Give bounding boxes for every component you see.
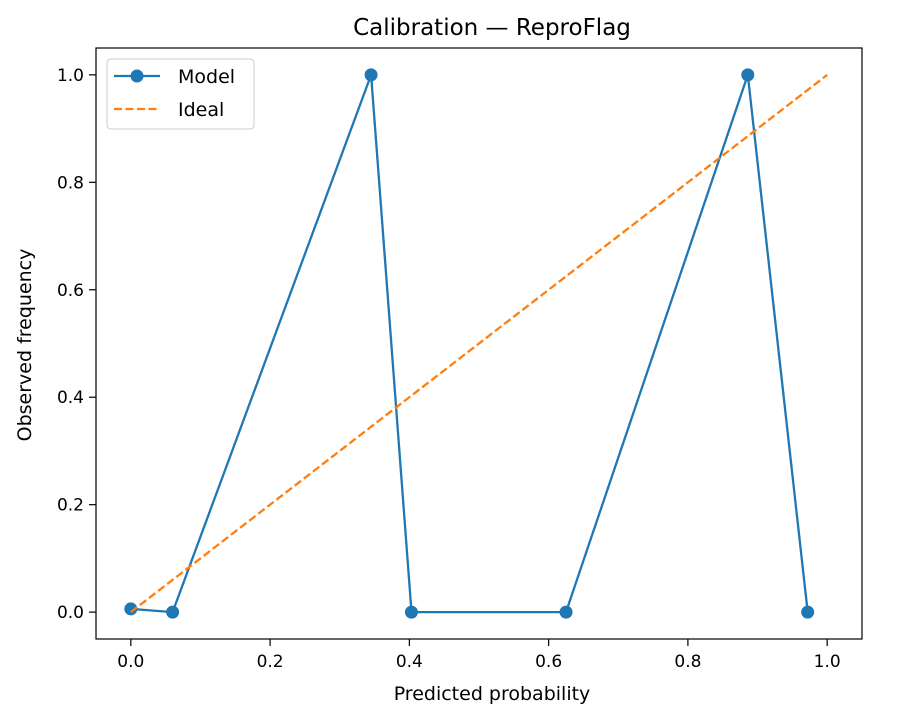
chart-title: Calibration — ReproFlag bbox=[353, 15, 631, 41]
series-model-point bbox=[559, 605, 573, 619]
y-tick-label: 0.0 bbox=[57, 603, 84, 623]
series-layer bbox=[124, 68, 828, 619]
y-tick-label: 0.2 bbox=[57, 496, 84, 516]
series-model-point bbox=[364, 68, 378, 82]
x-axis: 0.0 0.2 0.4 0.6 0.8 1.0 bbox=[117, 639, 841, 672]
legend-model-label: Model bbox=[178, 66, 235, 88]
y-tick-label: 1.0 bbox=[57, 66, 84, 86]
y-tick-label: 0.6 bbox=[57, 281, 84, 301]
x-tick-label: 0.2 bbox=[257, 652, 284, 672]
y-axis: 0.0 0.2 0.4 0.6 0.8 1.0 bbox=[57, 66, 96, 623]
x-tick-label: 0.8 bbox=[674, 652, 701, 672]
legend-ideal-label: Ideal bbox=[178, 99, 224, 121]
x-tick-label: 0.6 bbox=[535, 652, 562, 672]
x-axis-label: Predicted probability bbox=[394, 683, 591, 705]
series-model-point bbox=[124, 602, 138, 616]
x-tick-label: 0.0 bbox=[117, 652, 144, 672]
legend: Model Ideal bbox=[106, 58, 255, 130]
series-model-point bbox=[404, 605, 418, 619]
legend-model-marker bbox=[130, 69, 144, 83]
series-ideal-line bbox=[130, 73, 828, 614]
series-model-point bbox=[741, 68, 755, 82]
series-model-point bbox=[166, 605, 180, 619]
y-tick-label: 0.8 bbox=[57, 173, 84, 193]
y-tick-label: 0.4 bbox=[57, 388, 84, 408]
series-model-point bbox=[801, 605, 815, 619]
y-axis-label: Observed frequency bbox=[14, 249, 36, 442]
x-tick-label: 1.0 bbox=[814, 652, 841, 672]
x-tick-label: 0.4 bbox=[396, 652, 423, 672]
